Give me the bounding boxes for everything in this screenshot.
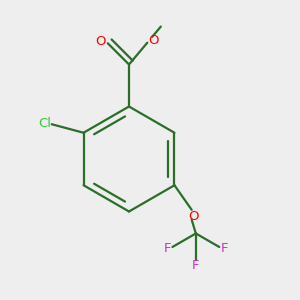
Text: F: F	[164, 242, 171, 255]
Text: F: F	[192, 260, 200, 272]
Text: Cl: Cl	[39, 117, 52, 130]
Text: O: O	[95, 35, 106, 48]
Text: F: F	[220, 242, 228, 255]
Text: O: O	[188, 210, 198, 223]
Text: O: O	[149, 34, 159, 47]
